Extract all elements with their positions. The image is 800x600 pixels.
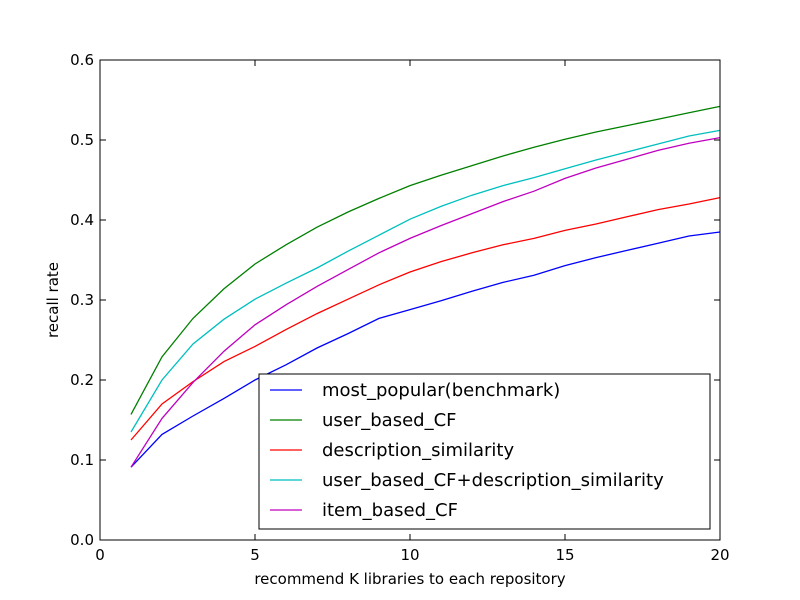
y-tick-label: 0.4 xyxy=(70,211,94,229)
x-tick-label: 5 xyxy=(250,546,260,564)
series-line-4 xyxy=(130,136,721,468)
ticks-layer: 0 5 10 15 20 0.0 0.1 0.2 0.3 0.4 0.5 0.6 xyxy=(70,51,729,564)
legend-label-2: description_similarity xyxy=(322,440,514,461)
y-tick-label: 0.2 xyxy=(70,371,94,389)
x-tick-label: 20 xyxy=(710,546,729,564)
y-axis-label: recall rate xyxy=(44,262,62,338)
legend-box xyxy=(258,373,711,530)
series-line-2 xyxy=(130,196,721,441)
x-tick-label: 15 xyxy=(555,546,574,564)
series-line-0 xyxy=(130,231,721,468)
series-line-3 xyxy=(130,129,721,433)
series-layer xyxy=(130,105,721,468)
y-tick-label: 0.5 xyxy=(70,131,94,149)
y-tick-label: 0.0 xyxy=(70,531,94,549)
y-tick-label: 0.6 xyxy=(70,51,94,69)
legend: most_popular(benchmark) user_based_CFdesc… xyxy=(258,373,711,530)
legend-label-3: user_based_CF+description_similarity xyxy=(322,470,664,491)
legend-label-1: user_based_CF xyxy=(322,410,457,431)
legend-label-0: most_popular(benchmark) xyxy=(322,380,560,401)
series-line-1 xyxy=(130,105,721,415)
x-tick-label: 0 xyxy=(95,546,105,564)
legend-label-4: item_based_CF xyxy=(322,500,458,521)
x-tick-label: 10 xyxy=(400,546,419,564)
y-tick-label: 0.1 xyxy=(70,451,94,469)
x-axis-label: recommend K libraries to each repository xyxy=(254,570,565,588)
y-tick-label: 0.3 xyxy=(70,291,94,309)
